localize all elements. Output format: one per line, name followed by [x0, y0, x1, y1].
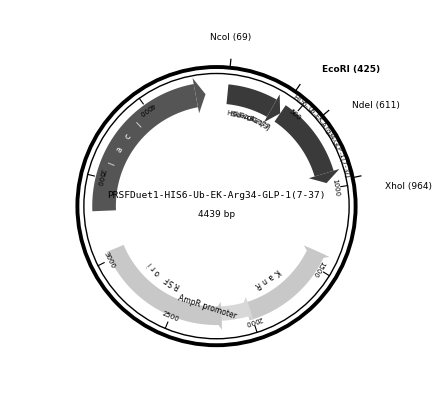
Text: I: I — [296, 97, 301, 103]
Text: -: - — [304, 104, 310, 110]
Text: S: S — [297, 98, 305, 106]
Text: G: G — [331, 139, 339, 146]
Text: g: g — [324, 127, 331, 134]
Text: 1500: 1500 — [311, 260, 326, 278]
Polygon shape — [245, 247, 325, 320]
Text: I: I — [135, 121, 143, 129]
Text: R: R — [172, 280, 181, 290]
Text: 2500: 2500 — [161, 310, 179, 323]
Polygon shape — [226, 85, 277, 117]
Text: 7: 7 — [340, 159, 347, 166]
Text: 4439 bp: 4439 bp — [198, 210, 235, 219]
Text: n: n — [259, 276, 268, 286]
Polygon shape — [304, 245, 330, 260]
Text: H: H — [226, 110, 233, 117]
Text: E: E — [313, 113, 320, 120]
Text: c: c — [123, 132, 133, 141]
Text: U: U — [305, 105, 313, 113]
Text: 4: 4 — [248, 116, 255, 123]
Text: o: o — [153, 267, 162, 277]
Text: -: - — [330, 137, 336, 143]
Text: 6: 6 — [231, 111, 237, 118]
Text: -: - — [336, 150, 343, 155]
Text: NdeI (611): NdeI (611) — [352, 101, 400, 110]
Text: G: G — [250, 117, 258, 124]
Text: (: ( — [258, 120, 263, 127]
Text: EcoRI (425): EcoRI (425) — [322, 65, 380, 73]
Polygon shape — [275, 105, 333, 176]
Text: -: - — [311, 111, 317, 117]
Text: 7: 7 — [262, 123, 269, 131]
Text: 7: 7 — [343, 170, 350, 175]
Text: 4000: 4000 — [138, 101, 155, 116]
Text: XhoI (964): XhoI (964) — [385, 182, 432, 191]
Text: 1: 1 — [337, 152, 345, 159]
Text: -: - — [242, 114, 246, 120]
Text: -: - — [234, 112, 237, 118]
Text: R: R — [253, 279, 262, 290]
Text: 3000: 3000 — [103, 251, 116, 270]
Text: P: P — [334, 146, 342, 152]
Text: 500: 500 — [288, 108, 301, 121]
Text: 4: 4 — [328, 133, 335, 140]
Text: a: a — [114, 145, 124, 154]
Polygon shape — [107, 245, 222, 325]
Text: b: b — [308, 108, 315, 115]
Polygon shape — [92, 84, 198, 211]
Polygon shape — [212, 302, 222, 330]
Text: g: g — [246, 115, 252, 122]
Text: -: - — [250, 117, 255, 123]
Text: 3: 3 — [326, 130, 333, 137]
Text: U: U — [234, 112, 240, 119]
Text: NcoI (69): NcoI (69) — [210, 33, 252, 42]
Text: S: S — [230, 111, 235, 118]
Polygon shape — [215, 301, 252, 321]
Text: r: r — [245, 115, 249, 121]
Text: E: E — [239, 113, 244, 119]
Text: 3500: 3500 — [95, 168, 105, 187]
Text: l: l — [108, 161, 117, 167]
Text: A: A — [242, 114, 249, 121]
Polygon shape — [193, 78, 206, 113]
Text: -: - — [261, 122, 266, 129]
Text: -: - — [318, 119, 324, 125]
Text: 3: 3 — [247, 115, 253, 123]
Text: 1: 1 — [256, 119, 263, 127]
Text: 2000: 2000 — [244, 315, 263, 326]
Text: 3: 3 — [342, 166, 349, 172]
Text: H: H — [292, 94, 299, 102]
Text: -: - — [341, 164, 348, 168]
Text: K: K — [240, 113, 246, 120]
Text: a: a — [265, 272, 275, 281]
Polygon shape — [309, 169, 339, 183]
Text: A: A — [320, 121, 327, 129]
Text: K: K — [315, 116, 323, 123]
Polygon shape — [264, 94, 280, 122]
Text: 1000: 1000 — [331, 178, 339, 197]
Polygon shape — [241, 297, 253, 320]
Text: I: I — [229, 111, 233, 117]
Text: i: i — [145, 260, 153, 267]
Text: -: - — [255, 119, 261, 126]
Text: -: - — [238, 112, 242, 119]
Text: r: r — [322, 125, 329, 131]
Text: ): ) — [344, 174, 351, 178]
Text: b: b — [236, 112, 241, 119]
Text: (: ( — [339, 157, 346, 162]
Text: K: K — [271, 267, 281, 277]
Text: 3: 3 — [261, 122, 268, 130]
Text: P: P — [254, 118, 260, 125]
Text: r: r — [149, 264, 158, 272]
Text: F: F — [162, 274, 171, 284]
Text: 7: 7 — [259, 121, 265, 128]
Text: PRSFDuet1-HIS6-Ub-EK-Arg34-GLP-1(7-37): PRSFDuet1-HIS6-Ub-EK-Arg34-GLP-1(7-37) — [107, 191, 326, 200]
Text: ): ) — [264, 124, 270, 131]
Text: L: L — [252, 118, 259, 125]
Text: AmpR promoter: AmpR promoter — [177, 293, 237, 321]
Text: S: S — [167, 277, 176, 287]
Text: 6: 6 — [300, 100, 307, 108]
Text: L: L — [333, 143, 340, 149]
